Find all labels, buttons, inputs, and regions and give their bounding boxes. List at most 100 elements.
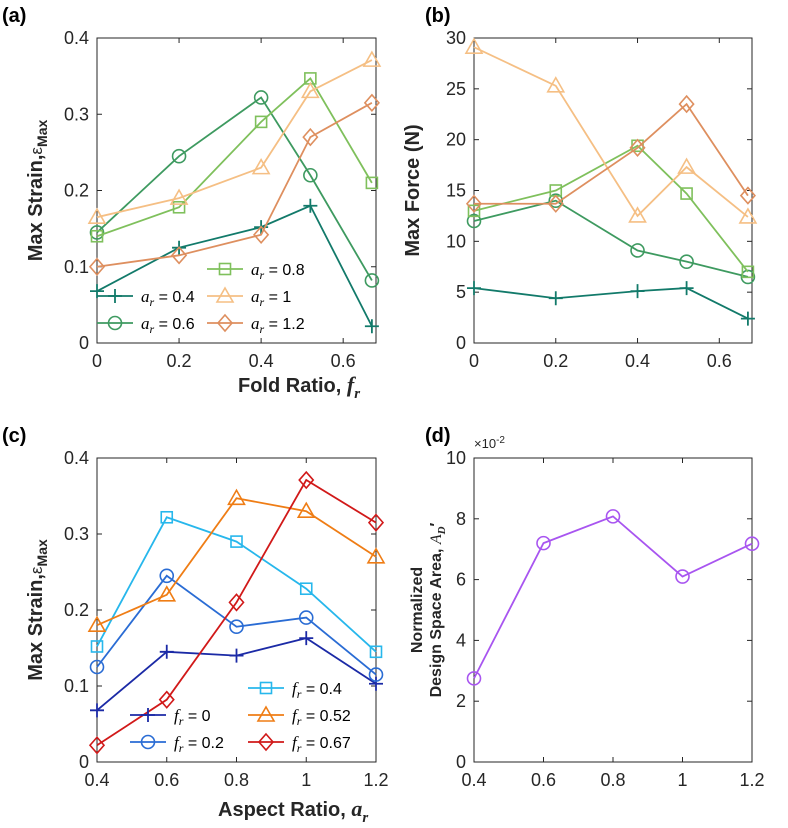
legend-marker-c <box>140 734 156 750</box>
y-tick-label-a: 0.2 <box>64 181 89 201</box>
x-tick-label-b: 0 <box>469 351 479 371</box>
y-tick-label-b: 0 <box>456 333 466 353</box>
legend-marker-a <box>218 262 232 276</box>
y-axis-title-a: Max Strain,εMax <box>25 120 50 262</box>
data-point-a-1 <box>89 225 105 240</box>
data-point-b-4 <box>678 94 695 114</box>
data-point-a-2 <box>90 229 104 243</box>
panel-a: (a) 0 0.2 0.4 0.6 0 0.1 0.2 0.3 0.4 Max Strain,εMa… <box>2 5 382 371</box>
data-point-c-4 <box>298 470 315 490</box>
data-point-b-2 <box>467 204 481 218</box>
y-tick-label-b: 15 <box>446 181 466 201</box>
legend-marker-a <box>107 315 123 331</box>
data-point-c-2 <box>369 645 383 659</box>
data-point-c-0 <box>369 676 383 691</box>
data-point-b-3 <box>738 207 758 224</box>
y-tick-label-b: 10 <box>446 231 466 251</box>
x-tick-label-b: 0.2 <box>543 351 568 371</box>
x-tick-label-c: 1.2 <box>363 770 388 790</box>
data-point-a-4 <box>253 225 270 244</box>
x-tick-label-d: 0.6 <box>531 770 556 790</box>
series-line-d-0 <box>473 515 753 679</box>
data-point-a-1 <box>364 273 380 288</box>
data-point-a-1 <box>253 90 269 105</box>
series-line-c-3 <box>96 497 377 627</box>
data-point-c-3 <box>87 615 107 632</box>
x-tick-label-d: 0.4 <box>461 770 486 790</box>
y-tick-label-a: 0.3 <box>64 104 89 124</box>
data-point-c-3 <box>366 547 386 564</box>
legend-marker-c <box>141 708 155 722</box>
data-point-b-3 <box>546 76 566 93</box>
data-point-d-0 <box>675 569 690 584</box>
data-point-c-2 <box>299 582 313 596</box>
data-point-c-3 <box>296 501 316 518</box>
x-tick-label-a: 0 <box>92 351 102 371</box>
x-tick-label-d: 1.2 <box>739 770 764 790</box>
legend-marker-c <box>257 732 275 752</box>
y-tick-label-d: 0 <box>456 752 466 772</box>
data-point-b-1 <box>466 213 482 229</box>
legend-marker-c <box>259 681 273 695</box>
data-point-c-4 <box>88 736 106 755</box>
data-point-b-2 <box>680 187 693 200</box>
legend-label-a: ar = 0.8 <box>251 260 305 282</box>
data-point-c-4 <box>158 690 175 709</box>
x-tick-label-c: 0.6 <box>154 770 179 790</box>
data-point-d-0 <box>466 671 482 686</box>
data-point-a-3 <box>251 158 271 175</box>
data-point-a-3 <box>87 207 107 224</box>
data-point-b-3 <box>628 206 647 223</box>
y-exponent-label-d: ×10-2 <box>474 435 505 451</box>
legend-marker-c <box>256 705 276 722</box>
y-tick-label-d: 2 <box>456 691 466 711</box>
legend-marker-a <box>215 286 235 303</box>
data-point-c-0 <box>159 644 174 659</box>
data-point-a-3 <box>300 81 320 99</box>
y-tick-label-a: 0.1 <box>64 257 89 277</box>
data-point-c-1 <box>159 568 175 584</box>
x-tick-label-d: 0.8 <box>600 770 625 790</box>
data-point-b-0 <box>467 281 481 296</box>
legend-label-c: fr = 0.67 <box>292 733 351 755</box>
data-point-c-0 <box>299 631 314 646</box>
data-point-c-3 <box>157 585 177 602</box>
legend-label-c: fr = 0 <box>174 706 211 728</box>
y-tick-label-b: 30 <box>446 28 466 48</box>
legend-label-a: ar = 1.2 <box>251 314 305 336</box>
data-point-a-0 <box>303 198 318 213</box>
data-point-c-1 <box>298 610 314 625</box>
x-tick-label-a: 0.6 <box>331 351 356 371</box>
series-line-b-3 <box>473 46 749 218</box>
data-point-b-4 <box>629 138 646 158</box>
data-point-d-0 <box>536 535 551 551</box>
x-tick-label-d: 1 <box>677 770 687 790</box>
legend-label-c: fr = 0.2 <box>174 733 224 755</box>
series-line-b-2 <box>473 144 749 273</box>
data-point-b-0 <box>548 291 563 306</box>
axes-box-d <box>473 457 753 763</box>
data-point-d-0 <box>744 536 760 552</box>
y-tick-label-b: 20 <box>446 130 466 150</box>
shared-xlabel-bottom: Aspect Ratio, ar <box>218 796 368 826</box>
series-line-c-1 <box>96 574 377 676</box>
x-tick-label-a: 0.2 <box>167 351 192 371</box>
data-point-a-3 <box>362 50 382 67</box>
y-tick-label-a: 0 <box>79 333 89 353</box>
panel-label-d: (d) <box>425 425 451 447</box>
legend-label-a: ar = 0.6 <box>141 314 195 336</box>
data-point-a-4 <box>363 93 380 113</box>
data-point-a-4 <box>302 127 319 147</box>
series-line-b-0 <box>473 287 749 320</box>
y-tick-label-d: 8 <box>456 509 466 529</box>
series-line-b-4 <box>474 102 749 205</box>
series-line-c-2 <box>96 516 377 653</box>
panel-b: (b) 0 0.2 0.4 0.6 0 5 10 15 20 25 30 Max Force (N) <box>402 5 758 371</box>
legend-label-c: fr = 0.52 <box>292 706 351 728</box>
data-point-a-4 <box>88 257 106 276</box>
data-point-c-1 <box>89 659 105 675</box>
data-point-c-1 <box>368 667 384 682</box>
panel-label-b: (b) <box>425 5 451 27</box>
legend-label-a: ar = 0.4 <box>141 287 195 309</box>
